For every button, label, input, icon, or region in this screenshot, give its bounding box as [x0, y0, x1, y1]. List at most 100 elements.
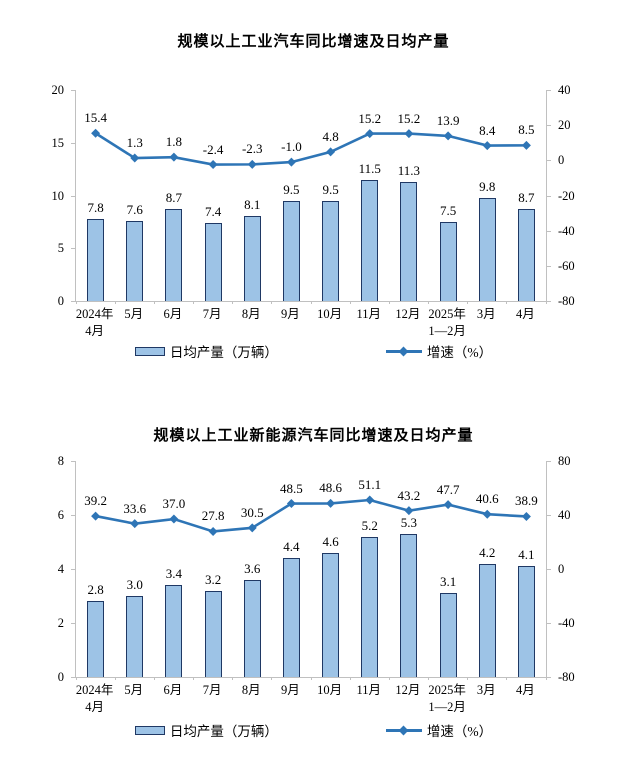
bar-value-label: 5.3 — [400, 514, 418, 530]
bar-value-label: 7.5 — [439, 202, 457, 218]
right-axis-tick-label: -80 — [558, 670, 575, 684]
line-marker — [482, 141, 492, 151]
bar-value-label: 8.7 — [165, 190, 183, 206]
line-value-label: 8.5 — [518, 122, 535, 138]
x-category-label: 8月 — [241, 683, 261, 697]
x-axis-tick — [193, 677, 194, 680]
bar-value-label: 4.6 — [322, 533, 339, 549]
bar — [361, 179, 379, 301]
line-marker — [482, 509, 492, 519]
x-category-label: 9月 — [281, 307, 300, 321]
left-axis-tick — [71, 461, 75, 462]
right-axis-tick — [547, 90, 551, 91]
left-axis-tick — [71, 677, 75, 678]
line-marker — [208, 526, 218, 536]
right-axis-tick — [547, 230, 551, 232]
left-axis-tick — [71, 142, 75, 144]
bar — [126, 596, 144, 677]
line-marker — [521, 511, 531, 521]
right-axis-tick — [547, 569, 551, 570]
x-axis-tick — [545, 301, 547, 304]
bar-value-label: 4.4 — [283, 539, 300, 555]
x-category-label: 5月 — [124, 307, 144, 321]
right-axis-tick — [547, 461, 551, 462]
bar-value-label: 11.5 — [358, 160, 381, 176]
x-axis-tick — [310, 677, 312, 680]
line-value-label: 39.2 — [84, 493, 107, 509]
x-category-label: 6月 — [163, 307, 183, 321]
line-marker — [208, 160, 218, 170]
right-axis-tick-label: 40 — [558, 508, 571, 522]
growth-line — [91, 128, 531, 170]
right-axis-tick — [547, 515, 551, 516]
line-marker — [169, 152, 179, 162]
x-axis-tick — [467, 301, 469, 304]
line-marker — [404, 506, 414, 516]
x-category-label: 8月 — [241, 307, 261, 321]
bar-value-label: 7.6 — [126, 201, 143, 217]
x-axis-tick — [232, 301, 234, 304]
x-axis-tick — [153, 677, 155, 680]
left-axis-tick-label: 5 — [57, 241, 64, 256]
line-value-label: 15.4 — [84, 110, 107, 126]
line-marker — [326, 147, 336, 157]
bar-value-label: 4.2 — [479, 544, 496, 560]
x-axis-tick — [506, 301, 508, 304]
left-axis-tick — [71, 569, 75, 570]
x-axis-tick — [349, 301, 351, 304]
x-axis-tick — [545, 677, 547, 680]
line-path — [95, 498, 527, 533]
right-axis-tick-label: 0 — [558, 153, 565, 168]
x-axis-tick — [75, 301, 77, 304]
legend: 日均产量（万辆） 增速（%） — [0, 720, 627, 740]
line-marker — [326, 498, 336, 508]
x-axis-tick — [271, 677, 273, 680]
left-axis-tick-label: 0 — [57, 294, 64, 308]
line-value-label: 47.7 — [436, 481, 460, 497]
x-category-label: 9月 — [281, 683, 300, 697]
x-category-label: 2025年 1—2月 — [428, 683, 466, 714]
bar — [126, 220, 144, 301]
x-category-label: 7月 — [202, 307, 222, 321]
bar — [243, 579, 261, 677]
left-axis-tick-label: 6 — [57, 508, 64, 522]
line-marker — [130, 519, 140, 529]
x-axis-tick — [75, 677, 77, 680]
legend: 日均产量（万辆） 增速（%） — [0, 341, 627, 361]
x-category-label: 5月 — [124, 683, 144, 697]
x-category-label: 4月 — [516, 683, 535, 697]
line-value-label: 48.6 — [319, 480, 342, 496]
bar-value-label: 3.6 — [244, 560, 261, 576]
x-category-label: 10月 — [317, 683, 343, 697]
left-axis-tick — [71, 90, 75, 91]
right-axis-tick-label: 80 — [558, 454, 571, 468]
right-axis-tick-label: -80 — [558, 294, 575, 308]
chart-title: 规模以上工业新能源汽车同比增速及日均产量 — [153, 427, 474, 444]
left-axis-tick-label: 2 — [57, 616, 64, 630]
line-swatch-icon — [385, 346, 422, 356]
chart-title: 规模以上工业汽车同比增速及日均产量 — [177, 33, 450, 50]
growth-line — [91, 495, 531, 536]
line-value-label: -2.4 — [202, 141, 224, 157]
bar — [204, 222, 222, 301]
right-axis-tick — [547, 623, 551, 624]
bar-value-label: 8.7 — [518, 190, 535, 206]
left-axis-tick-label: 4 — [57, 562, 64, 576]
right-axis-tick — [547, 195, 551, 197]
x-category-label: 11月 — [356, 307, 382, 321]
x-category-label: 12月 — [395, 683, 421, 697]
bar — [322, 200, 340, 301]
x-axis-tick — [428, 677, 429, 680]
left-axis-tick — [71, 248, 75, 250]
left-axis-tick — [71, 623, 75, 624]
bar — [400, 533, 418, 677]
bar — [439, 593, 457, 677]
bar-value-label: 8.1 — [244, 196, 261, 212]
bar — [282, 558, 300, 677]
bar-value-label: 5.2 — [361, 517, 378, 533]
x-axis-tick — [349, 677, 351, 680]
line-value-label: 8.4 — [479, 122, 496, 138]
bar — [87, 218, 105, 301]
bar-value-label: 9.5 — [283, 181, 300, 197]
